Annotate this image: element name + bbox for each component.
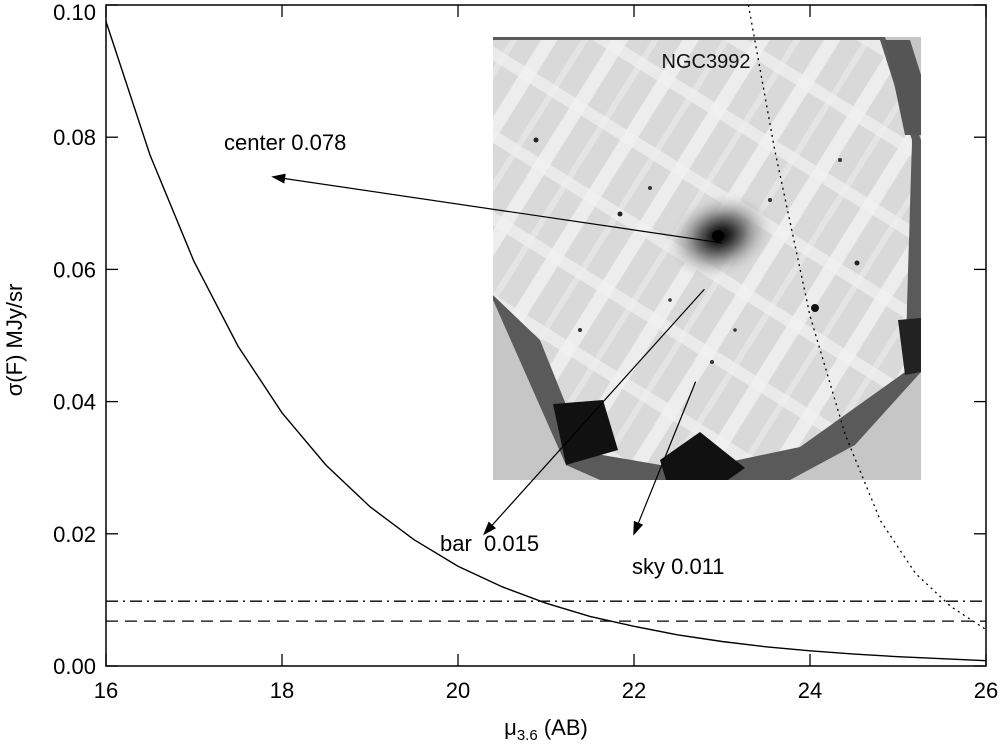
x-tick-label: 24 <box>798 678 822 703</box>
x-tick-label: 18 <box>270 678 294 703</box>
x-axis: 16 18 20 22 24 26 <box>94 5 998 703</box>
x-tick-label: 26 <box>974 678 998 703</box>
y-tick-label: 0.06 <box>53 257 96 282</box>
arrow-sky <box>633 381 697 536</box>
y-tick-label: 0.10 <box>53 0 96 25</box>
arrow-bar <box>483 288 705 536</box>
annotation-sky: sky 0.011 <box>632 554 725 579</box>
y-tick-label: 0.08 <box>53 125 96 150</box>
series-line-dotted <box>747 5 986 631</box>
plot-frame <box>105 4 987 667</box>
y-axis-title: σ(F) MJy/sr <box>2 284 27 397</box>
y-tick-label: 0.04 <box>53 390 96 415</box>
x-axis-subscript: 3.6 <box>517 727 538 744</box>
y-tick-label: 0.02 <box>53 522 96 547</box>
x-tick-label: 20 <box>446 678 470 703</box>
x-tick-label: 22 <box>622 678 646 703</box>
x-axis-unit: (AB) <box>538 715 588 740</box>
annotations: center 0.078 bar 0.015 sky 0.011 <box>224 130 725 579</box>
y-tick-label: 0.00 <box>53 654 96 679</box>
x-axis-title: μ3.6 (AB) <box>504 715 588 744</box>
annotation-center: center 0.078 <box>224 130 346 155</box>
arrow-center <box>271 173 723 244</box>
inset-title: NGC3992 <box>662 51 751 73</box>
galaxy-inset-image: NGC3992 <box>493 37 921 480</box>
y-axis: 0.00 0.02 0.04 0.06 0.08 0.10 <box>53 0 986 679</box>
x-tick-label: 16 <box>94 678 118 703</box>
x-axis-symbol: μ <box>504 715 517 740</box>
annotation-bar: bar 0.015 <box>440 531 539 556</box>
series-line-solid <box>106 21 986 662</box>
